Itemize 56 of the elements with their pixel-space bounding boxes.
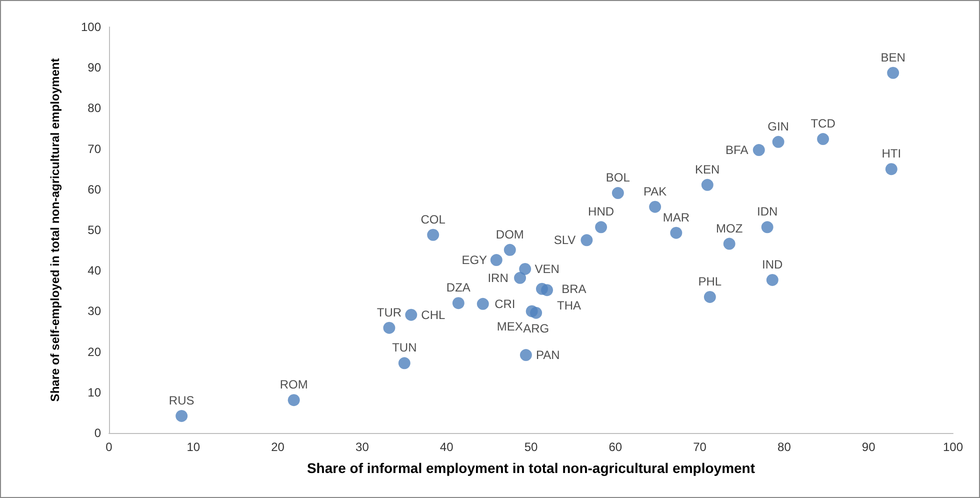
data-label: VEN (534, 262, 560, 276)
data-label: TCD (810, 116, 836, 131)
data-label: ROM (280, 378, 308, 392)
x-tick-label: 40 (440, 440, 454, 454)
data-label: BRA (562, 282, 586, 296)
y-tick-label: 90 (88, 60, 102, 75)
data-label: KEN (695, 162, 720, 176)
data-label: IRN (488, 270, 508, 285)
x-tick-label: 100 (942, 440, 964, 454)
data-label: RUS (168, 393, 194, 408)
data-label: HND (588, 204, 614, 219)
data-label: EGY (462, 253, 488, 268)
x-tick-label: 0 (106, 440, 113, 454)
data-label: IDN (756, 204, 778, 219)
data-label: CHL (421, 308, 446, 322)
y-tick-label: 30 (88, 304, 102, 318)
data-label: TUR (376, 305, 402, 320)
data-label: IND (762, 257, 784, 272)
data-label: COL (420, 212, 446, 226)
x-tick-label: 10 (186, 440, 200, 454)
y-axis-title: Share of self-employed in total non-agricultural employment (48, 58, 62, 402)
data-label: DZA (446, 280, 470, 295)
data-label: SLV (554, 233, 576, 248)
data-label: THA (557, 298, 582, 313)
data-label: PAN (536, 348, 560, 362)
y-tick-label: 100 (80, 20, 102, 34)
data-label: TUN (392, 340, 417, 355)
data-label: DOM (496, 227, 524, 242)
x-tick-label: 80 (778, 440, 792, 454)
data-label: ARG (523, 321, 550, 336)
data-label: MOZ (716, 221, 743, 236)
x-tick-label: 30 (356, 440, 370, 454)
y-tick-label: 40 (88, 264, 102, 278)
x-tick-label: 20 (271, 440, 285, 454)
y-tick-label: 70 (88, 142, 102, 156)
x-tick-label: 60 (608, 440, 622, 454)
x-tick-label: 90 (862, 440, 876, 454)
y-tick-label: 10 (88, 385, 102, 400)
data-label: BFA (726, 143, 748, 158)
data-label: CRI (494, 296, 516, 311)
data-label: GIN (768, 119, 789, 134)
y-tick-label: 20 (88, 344, 102, 359)
data-label: BEN (880, 50, 906, 64)
x-tick-label: 50 (524, 440, 538, 454)
x-tick-label: 70 (693, 440, 707, 454)
data-label: BOL (606, 170, 630, 185)
data-label: MEX (496, 320, 523, 334)
data-label: MAR (662, 210, 690, 224)
data-label: HTI (882, 146, 902, 161)
y-tick-label: 60 (88, 182, 102, 196)
y-tick-label: 0 (94, 426, 102, 440)
data-label: PHL (698, 274, 722, 288)
y-tick-label: 50 (88, 223, 102, 237)
data-label: PAK (644, 184, 667, 198)
y-tick-label: 80 (88, 101, 102, 116)
x-axis-title: Share of informal employment in total non-agricultural employment (306, 460, 756, 476)
